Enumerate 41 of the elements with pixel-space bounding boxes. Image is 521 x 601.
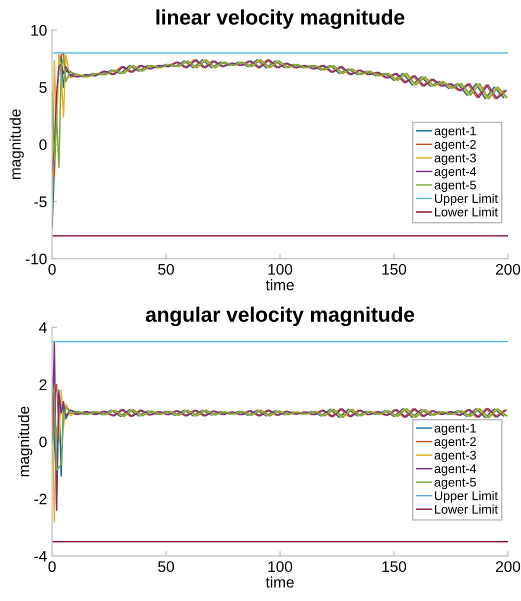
legend-label: agent-3: [434, 154, 476, 165]
x-tick-label: 50: [158, 264, 174, 275]
legend-label: agent-1: [434, 424, 476, 436]
y-tick-label: -4: [34, 550, 47, 562]
legend-label: agent-2: [434, 140, 476, 152]
y-axis-title: magnitude: [10, 109, 24, 180]
x-tick-label: 200: [496, 264, 520, 275]
x-axis-title: time: [266, 279, 294, 290]
x-tick-label: 50: [158, 561, 174, 572]
chart-title: angular velocity magnitude: [146, 306, 414, 326]
y-tick-label: -10: [26, 254, 47, 264]
x-tick-label: 100: [268, 561, 292, 572]
legend-label: agent-3: [434, 450, 476, 462]
chart-title: linear velocity magnitude: [156, 9, 404, 29]
y-axis-title: magnitude: [18, 406, 32, 476]
legend-label: agent-5: [434, 478, 476, 490]
x-tick-label: 200: [496, 561, 520, 572]
legend-label: agent-4: [434, 167, 476, 178]
legend-label: agent-2: [434, 437, 476, 449]
y-tick-label: 10: [31, 24, 47, 36]
x-tick-label: 0: [48, 561, 56, 572]
y-tick-label: 0: [39, 139, 47, 150]
x-tick-label: 100: [268, 264, 292, 275]
legend-label: agent-5: [434, 180, 476, 192]
y-tick-label: 5: [39, 82, 47, 93]
x-tick-label: 150: [382, 264, 406, 275]
y-tick-label: -5: [34, 196, 47, 208]
legend-label: Lower Limit: [435, 207, 498, 216]
x-tick-label: 150: [382, 561, 406, 572]
legend-label: agent-4: [434, 464, 476, 476]
legend-label: Upper Limit: [435, 491, 498, 503]
y-tick-label: -2: [34, 494, 46, 504]
y-tick-label: 4: [39, 322, 47, 333]
x-axis-title: time: [266, 576, 294, 588]
legend-label: Lower Limit: [435, 504, 498, 514]
y-tick-label: 2: [40, 379, 46, 390]
y-tick-label: 0: [39, 436, 47, 448]
x-tick-label: 0: [48, 264, 56, 275]
line-series: [52, 389, 506, 522]
legend-label: agent-1: [434, 126, 476, 138]
legend-label: Upper Limit: [435, 194, 498, 206]
